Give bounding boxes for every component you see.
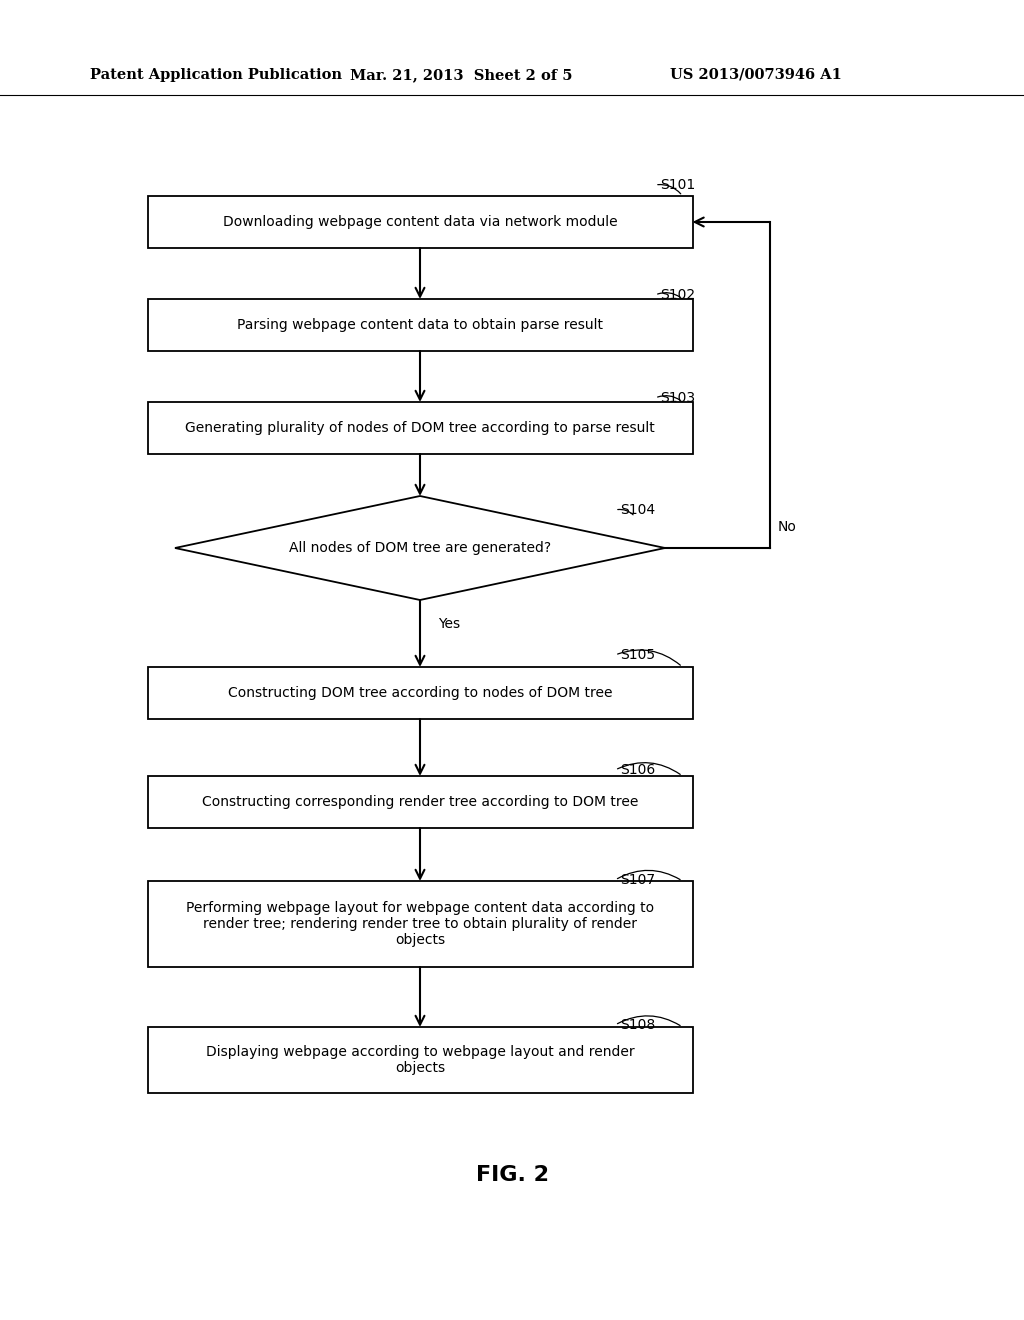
FancyArrowPatch shape — [657, 185, 681, 194]
Bar — [147, 195, 692, 248]
Text: Displaying webpage according to webpage layout and render
objects: Displaying webpage according to webpage … — [206, 1045, 634, 1074]
Text: S101: S101 — [660, 178, 695, 191]
Text: FIG. 2: FIG. 2 — [475, 1166, 549, 1185]
Text: S105: S105 — [620, 648, 655, 663]
Text: US 2013/0073946 A1: US 2013/0073946 A1 — [670, 69, 842, 82]
FancyArrowPatch shape — [617, 649, 680, 665]
Text: S103: S103 — [660, 391, 695, 405]
Text: Performing webpage layout for webpage content data according to
render tree; ren: Performing webpage layout for webpage co… — [186, 900, 654, 948]
Text: Yes: Yes — [438, 616, 460, 631]
Polygon shape — [175, 496, 665, 601]
Text: Constructing corresponding render tree according to DOM tree: Constructing corresponding render tree a… — [202, 795, 638, 809]
FancyArrowPatch shape — [657, 293, 680, 297]
Bar — [147, 1027, 692, 1093]
Text: Generating plurality of nodes of DOM tree according to parse result: Generating plurality of nodes of DOM tre… — [185, 421, 655, 436]
Text: Mar. 21, 2013  Sheet 2 of 5: Mar. 21, 2013 Sheet 2 of 5 — [350, 69, 572, 82]
Text: S104: S104 — [620, 503, 655, 517]
Text: Parsing webpage content data to obtain parse result: Parsing webpage content data to obtain p… — [237, 318, 603, 333]
Text: S108: S108 — [620, 1018, 655, 1032]
FancyArrowPatch shape — [617, 870, 680, 879]
FancyArrowPatch shape — [617, 1016, 680, 1026]
Bar — [147, 403, 692, 454]
Bar — [147, 300, 692, 351]
Text: S102: S102 — [660, 288, 695, 302]
Text: No: No — [778, 520, 797, 535]
Bar — [147, 667, 692, 719]
FancyArrowPatch shape — [617, 763, 680, 775]
FancyArrowPatch shape — [657, 396, 680, 400]
Text: S107: S107 — [620, 873, 655, 887]
FancyArrowPatch shape — [617, 510, 633, 515]
Text: S106: S106 — [620, 763, 655, 777]
Bar — [147, 880, 692, 968]
Text: Downloading webpage content data via network module: Downloading webpage content data via net… — [222, 215, 617, 228]
Text: Constructing DOM tree according to nodes of DOM tree: Constructing DOM tree according to nodes… — [227, 686, 612, 700]
Text: Patent Application Publication: Patent Application Publication — [90, 69, 342, 82]
Bar — [147, 776, 692, 828]
Text: All nodes of DOM tree are generated?: All nodes of DOM tree are generated? — [289, 541, 551, 554]
